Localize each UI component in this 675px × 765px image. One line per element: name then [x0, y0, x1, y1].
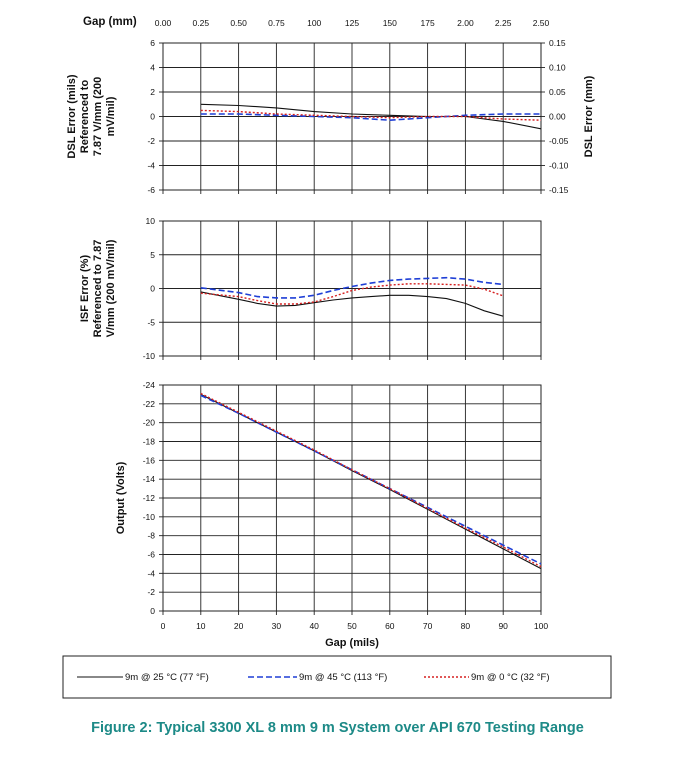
output-ytick-label: -12	[143, 493, 156, 503]
top-axis-tick-label: 175	[421, 18, 435, 28]
output-ylabel: Output (Volts)	[115, 461, 127, 534]
dsl-ytick-label: -6	[147, 185, 155, 195]
output-xtick-label: 100	[534, 621, 548, 631]
dsl-series-45c	[200, 113, 541, 122]
output-ytick-label: -24	[143, 380, 156, 390]
isf-ytick-label: 10	[146, 216, 156, 226]
isf-ytick-label: 5	[150, 250, 155, 260]
dsl-ytick-label: 6	[150, 38, 155, 48]
top-axis-tick-label: 0.50	[230, 18, 247, 28]
dsl-ytick-label: 2	[150, 87, 155, 97]
dsl-y2tick-label: 0.05	[549, 87, 566, 97]
dsl-series-25c	[200, 103, 542, 130]
output-xtick-label: 80	[461, 621, 471, 631]
dsl-y2tick-label: -0.05	[549, 136, 569, 146]
dsl-y2tick-label: 0.15	[549, 38, 566, 48]
legend: 9m @ 25 °C (77 °F) 9m @ 45 °C (113 °F) 9m …	[62, 655, 612, 699]
dsl-y2tick-label: -0.15	[549, 185, 569, 195]
dsl-ytick-label: -2	[147, 136, 155, 146]
output-chart: -24-22-20-18-16-14-12-10-8-6-4-200 10 20 30…	[115, 380, 548, 649]
legend-label-45c: 9m @ 45 °C (113 °F)	[299, 672, 387, 683]
output-series-45c	[200, 394, 542, 565]
legend-box	[62, 655, 612, 699]
dsl-error-chart: 6 0.15 4 0.10 2 0.05 0 0.00 -2 -0.05 -4 -0.10 -6 -0.1…	[66, 16, 595, 195]
isf-series-45c	[200, 276, 504, 299]
output-ytick-label: -22	[143, 399, 156, 409]
top-axis-tick-label: 2.25	[495, 18, 512, 28]
output-xtick-label: 20	[234, 621, 244, 631]
dsl-ylabel-line: DSL Error (mils)	[66, 74, 78, 158]
dsl-y2label: DSL Error (mm)	[583, 75, 595, 157]
output-xtick-label: 0	[161, 621, 166, 631]
output-ytick-label: -8	[147, 531, 155, 541]
output-ytick-label: -10	[143, 512, 156, 522]
dsl-y2tick-label: 0.00	[549, 112, 566, 122]
top-axis-tick-label: 2.00	[457, 18, 474, 28]
figure-caption: Figure 2: Typical 3300 XL 8 mm 9 m Syste…	[91, 720, 584, 736]
output-ytick-label: -6	[147, 550, 155, 560]
output-ytick-label: -14	[143, 474, 156, 484]
isf-error-chart: 10 5 0 -5 -10 ISF Error (%) Referenced to 7.87…	[79, 216, 542, 361]
isf-ylabel-line: Referenced to 7.87	[92, 240, 104, 338]
output-xtick-label: 70	[423, 621, 433, 631]
isf-ylabel-line: ISF Error (%)	[79, 255, 91, 323]
dsl-y2tick-label: -0.10	[549, 161, 569, 171]
output-xtick-label: 90	[498, 621, 508, 631]
output-ytick-label: -20	[143, 418, 156, 428]
dsl-y2tick-label: 0.10	[549, 63, 566, 73]
output-xtick-label: 60	[385, 621, 395, 631]
dsl-ytick-label: 0	[150, 112, 155, 122]
top-axis-tick-label: 150	[383, 18, 397, 28]
isf-ylabel-line: V/mm (200 mV/mil)	[105, 239, 117, 337]
dsl-series-0c	[200, 109, 542, 121]
top-axis-title: Gap (mm)	[83, 16, 137, 28]
dsl-ylabel-line: 7.87 V/mm (200	[92, 77, 104, 157]
output-xtick-label: 50	[347, 621, 357, 631]
dsl-ytick-label: 4	[150, 63, 155, 73]
output-xtick-label: 40	[309, 621, 319, 631]
top-axis-tick-label: 0.75	[268, 18, 285, 28]
top-axis-tick-label: 0.00	[155, 18, 172, 28]
output-xlabel: Gap (mils)	[325, 637, 379, 649]
top-axis-tick-label: 0.25	[193, 18, 210, 28]
isf-series-25c	[200, 291, 504, 317]
output-series-25c	[200, 393, 542, 570]
isf-ytick-label: 0	[150, 284, 155, 294]
dsl-ylabel-line: Referenced to	[79, 80, 91, 154]
output-ytick-label: -18	[143, 437, 156, 447]
top-axis-tick-label: 2.50	[533, 18, 550, 28]
output-ytick-label: -16	[143, 455, 156, 465]
output-xtick-label: 10	[196, 621, 206, 631]
output-ytick-label: -4	[147, 568, 155, 578]
output-ytick-label: 0	[150, 606, 155, 616]
output-ytick-label: -2	[147, 587, 155, 597]
dsl-ylabel-line: mV/mil)	[105, 96, 117, 136]
legend-label-0c: 9m @ 0 °C (32 °F)	[471, 672, 549, 683]
dsl-ytick-label: -4	[147, 161, 155, 171]
isf-ytick-label: -10	[143, 351, 156, 361]
isf-ytick-label: -5	[147, 317, 155, 327]
output-xtick-label: 30	[272, 621, 282, 631]
top-axis-tick-label: 100	[307, 18, 321, 28]
legend-label-25c: 9m @ 25 °C (77 °F)	[125, 672, 209, 683]
top-axis-tick-label: 125	[345, 18, 359, 28]
